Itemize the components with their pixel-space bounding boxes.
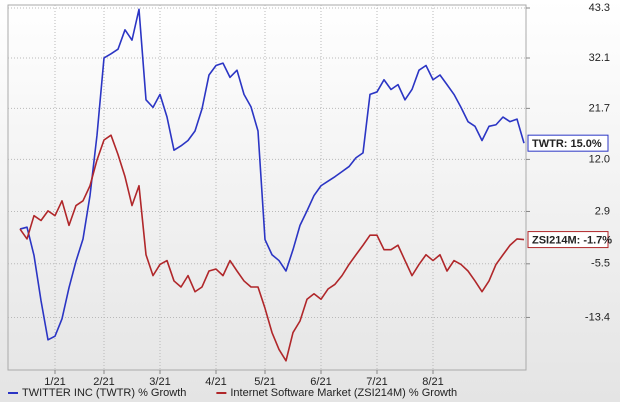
x-tick-label: 5/21 [254,376,275,388]
series-line [19,134,525,362]
x-tick-label: 6/21 [310,376,331,388]
end-label-text: ZSI214M: -1.7% [532,234,612,246]
x-tick-label: 8/21 [422,376,443,388]
y-tick-label: -5.5 [591,258,610,270]
y-tick-label: 21.7 [589,102,610,114]
end-label-box [527,134,609,152]
legend-label: Internet Software Market (ZSI214M) % Gro… [230,387,457,399]
plot-frame [7,4,527,371]
x-tick-label: 4/21 [205,376,226,388]
end-label-box [527,231,609,249]
y-tick-label: 12.0 [589,153,610,165]
y-tick-label: 32.1 [589,52,610,64]
x-tick-label: 2/21 [93,376,114,388]
end-label: ZSI214M: -1.7% [527,231,612,249]
x-tick-label: 7/21 [366,376,387,388]
series-line [19,8,525,341]
x-tick-label: 3/21 [149,376,170,388]
y-tick-label: -13.4 [585,311,610,323]
end-label-text: TWTR: 15.0% [532,138,602,150]
y-tick-label: 43.3 [589,2,610,14]
y-tick-label: 2.9 [595,205,610,217]
x-tick-label: 1/21 [44,376,65,388]
end-label: TWTR: 15.0% [527,134,609,152]
legend-label: TWITTER INC (TWTR) % Growth [22,387,186,399]
